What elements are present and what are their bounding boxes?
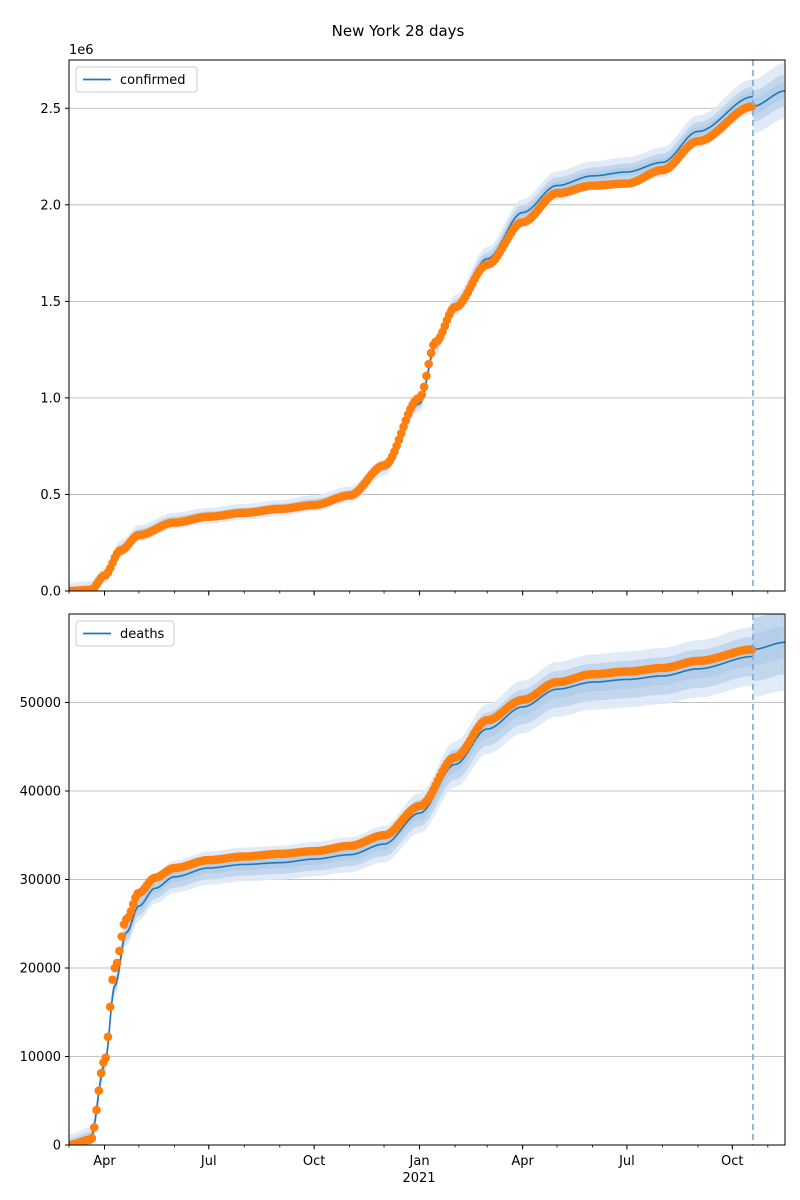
observed-point (426, 348, 436, 358)
x-tick-label: Apr (511, 1154, 534, 1169)
legend: confirmed (75, 66, 198, 93)
observed-point (419, 382, 429, 392)
x-tick-label: Apr (93, 1154, 116, 1169)
legend: deaths (75, 620, 175, 647)
figure-title: New York 28 days (332, 22, 465, 40)
legend-label: deaths (120, 627, 165, 642)
y-tick-label: 1.0 (40, 391, 61, 406)
observed-point (94, 1086, 104, 1095)
observed-point (126, 907, 136, 916)
observed-series (69, 102, 757, 591)
model-line (69, 655, 753, 1145)
observed-point (128, 899, 138, 909)
x-tick-label: Jan (409, 1154, 430, 1169)
observed-point (115, 946, 124, 956)
x-tick-label: Jul (618, 1154, 635, 1169)
legend-box (75, 66, 198, 93)
y-tick-label: 2.0 (40, 198, 61, 213)
observed-point (394, 435, 404, 445)
y-tick-label: 40000 (20, 785, 61, 800)
y-multiplier-label: 1e6 (69, 43, 94, 58)
forecast-line (752, 641, 785, 651)
observed-point (87, 1133, 97, 1143)
plot-area (69, 60, 785, 591)
plot-area (69, 614, 785, 1145)
observed-point (89, 1123, 99, 1132)
y-tick-label: 0.5 (40, 488, 61, 503)
x-tick-label: Oct (303, 1154, 325, 1169)
observed-series (69, 645, 757, 1145)
y-tick-label: 10000 (20, 1050, 61, 1065)
legend-label: confirmed (120, 73, 186, 88)
legend-box (75, 620, 175, 647)
y-tick-label: 30000 (20, 873, 61, 888)
y-tick-label: 20000 (20, 962, 61, 977)
forecast-line (752, 90, 785, 108)
observed-point (108, 975, 117, 984)
observed-point (105, 1002, 115, 1012)
observed-point (92, 1105, 101, 1115)
y-tick-label: 0 (53, 1139, 61, 1154)
observed-point (396, 429, 406, 438)
y-tick-label: 1.5 (40, 295, 61, 310)
year-label: 2021 (402, 1171, 435, 1186)
observed-point (424, 359, 434, 369)
axes-frame (68, 59, 786, 592)
x-tick-label: Oct (721, 1154, 743, 1169)
observed-point (422, 371, 431, 381)
observed-point (117, 932, 126, 941)
y-tick-label: 50000 (20, 696, 61, 711)
observed-point (747, 645, 757, 654)
y-tick-label: 0.0 (40, 585, 61, 600)
observed-point (417, 390, 427, 400)
deaths-panel: 0 10000 20000 30000 40000 50000 Apr Jul Oct Jan Ap… (20, 613, 786, 1169)
observed-point (101, 1053, 110, 1062)
observed-point (112, 958, 122, 968)
observed-point (747, 102, 757, 111)
y-tick-label: 2.5 (40, 102, 61, 117)
observed-point (96, 1068, 106, 1078)
observed-point (103, 1032, 113, 1042)
confirmed-panel: 0.0 0.5 1.0 1.5 2.0 2.5 1e6 confirmed (40, 43, 786, 600)
x-tick-label: Jul (200, 1154, 217, 1169)
